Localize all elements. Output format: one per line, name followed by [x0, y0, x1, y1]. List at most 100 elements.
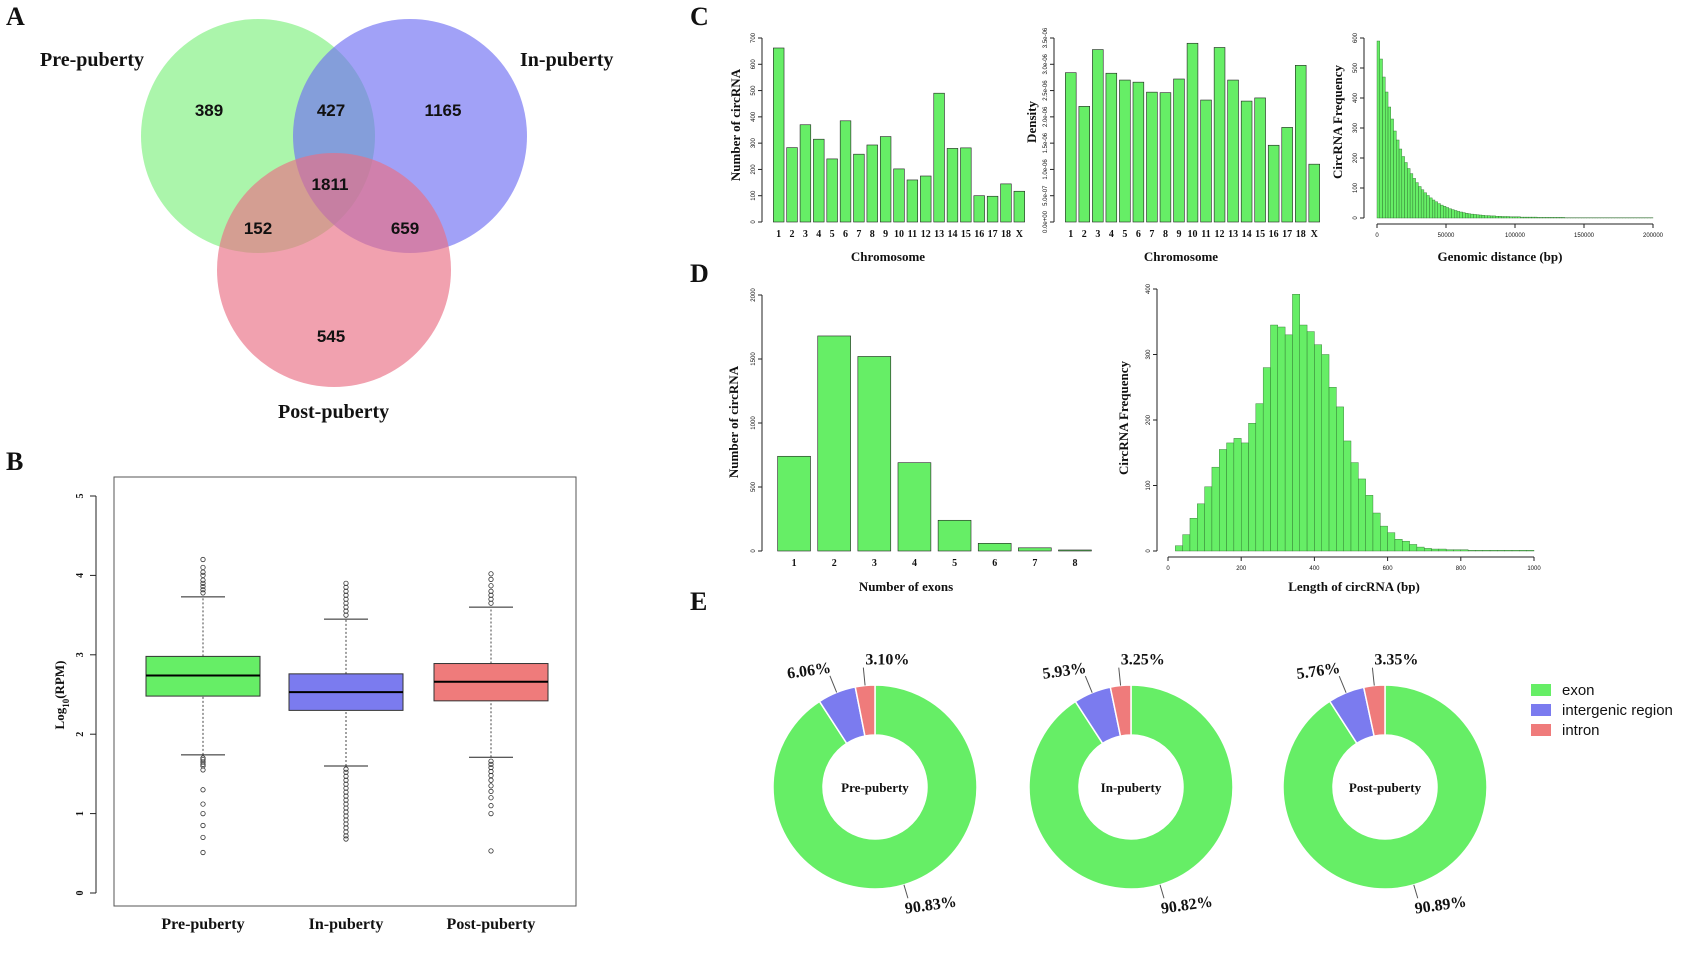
donut-charts: Pre-puberty 90.83% 6.06% 3.10% In-puberty 90.…	[772, 652, 1488, 918]
y-tick-label: 0	[751, 549, 757, 553]
boxplot-frame	[113, 476, 577, 907]
outlier-point	[343, 596, 349, 602]
outlier-point	[200, 763, 206, 769]
histogram-bin	[1528, 216, 1532, 219]
x-tick-label: 12	[921, 229, 931, 240]
y-tick-label: 2.0e-06	[1043, 106, 1049, 127]
x-tick-label: 200	[1236, 566, 1247, 572]
bar	[1173, 78, 1185, 223]
histogram-bin	[1240, 442, 1249, 552]
boxplot-boxes	[145, 556, 549, 856]
histogram-bin	[1519, 550, 1527, 552]
outlier-point	[488, 810, 494, 817]
histogram-bin	[1456, 211, 1461, 219]
bar	[786, 147, 798, 223]
label-leader-line	[1159, 884, 1165, 899]
histogram-bin	[1445, 549, 1454, 552]
histogram-bin	[1390, 118, 1394, 219]
outlier-point	[200, 822, 206, 829]
outlier-point	[200, 787, 206, 793]
venn-diagram: Pre-puberty In-puberty Post-puberty 389 …	[40, 19, 613, 423]
y-tick-label: 300	[751, 137, 757, 148]
x-tick-label: 11	[1201, 229, 1210, 240]
histogram-bin	[1385, 91, 1389, 219]
outlier-point	[200, 759, 206, 765]
outlier-point	[200, 834, 206, 841]
y-tick-label: 500	[751, 481, 757, 492]
outlier-point	[343, 809, 349, 815]
chrom-density-y-title: Density	[1024, 101, 1039, 143]
donut-pct-label-intergenic: 5.76%	[1295, 660, 1341, 683]
boxplot-x-label: In-puberty	[309, 916, 384, 933]
outlier-point	[343, 580, 349, 586]
outlier-point	[343, 825, 349, 831]
histogram-bin	[1401, 156, 1405, 219]
y-tick-label: 100	[1146, 480, 1152, 491]
y-tick-label: 5.0e-07	[1043, 185, 1049, 206]
bar	[986, 195, 999, 223]
outlier-point	[200, 755, 206, 761]
label-leader-line	[1413, 884, 1419, 899]
outlier-point	[488, 576, 494, 582]
outlier-point	[343, 592, 349, 598]
histogram-bin	[1387, 532, 1396, 552]
x-tick-label: 600	[1383, 566, 1394, 572]
histogram-bin	[1467, 550, 1476, 552]
outlier-point	[343, 608, 349, 614]
histogram-bin	[1407, 168, 1411, 219]
histogram-bin	[1459, 211, 1463, 219]
x-tick-label: 4	[912, 558, 917, 569]
x-tick-label: 15	[961, 229, 971, 240]
histogram-bin	[1561, 217, 1565, 219]
histogram-bin	[1197, 503, 1205, 552]
y-tick-label: 600	[1353, 32, 1359, 43]
y-tick-label: 0	[1146, 549, 1152, 553]
bar	[920, 175, 932, 223]
histogram-bin	[1292, 294, 1300, 552]
outlier-point	[343, 769, 349, 775]
histogram-bin	[1467, 213, 1472, 219]
bar	[973, 195, 985, 223]
x-tick-label: 9	[1176, 229, 1181, 240]
y-tick-label: 400	[1353, 92, 1359, 103]
histogram-bin	[1440, 204, 1444, 219]
histogram-bin	[1523, 216, 1527, 219]
outlier-point	[200, 556, 206, 563]
bar	[1092, 49, 1104, 223]
bar	[799, 124, 812, 223]
bar	[937, 519, 972, 552]
x-tick-label: 13	[934, 229, 944, 240]
x-tick-label: 11	[908, 229, 917, 240]
histogram-bin	[1545, 217, 1549, 219]
histogram-bin	[1453, 549, 1461, 552]
legend-label-exon: exon	[1562, 682, 1595, 699]
histogram-bin	[1248, 423, 1257, 552]
circrna-length-chart: CircRNA Frequency Length of circRNA (bp)…	[1116, 283, 1541, 594]
y-tick-label: 3.0e-06	[1043, 53, 1049, 74]
panel-label-b: B	[6, 447, 23, 476]
panel-label-a: A	[6, 2, 25, 31]
histogram-bin	[1460, 549, 1469, 552]
bar	[893, 168, 905, 223]
histogram-bin	[1343, 440, 1352, 552]
y-tick-label: 0	[751, 220, 757, 224]
venn-count-pre-in: 427	[317, 101, 345, 120]
outlier-point	[343, 612, 349, 618]
x-tick-label: 4	[816, 229, 821, 240]
histogram-bin	[1536, 217, 1541, 219]
histogram-bin	[1542, 217, 1546, 219]
histogram-bin	[1495, 215, 1499, 219]
histogram-bin	[1306, 331, 1315, 552]
histogram-bin	[1387, 106, 1392, 219]
legend-label-intergenic: intergenic region	[1562, 702, 1673, 719]
outlier-point	[488, 783, 494, 789]
y-tick-label: 300	[1146, 349, 1152, 360]
outlier-point	[200, 767, 206, 773]
x-tick-label: 3	[1095, 229, 1100, 240]
histogram-bin	[1547, 217, 1552, 219]
y-tick-label: 300	[1353, 122, 1359, 133]
histogram-bin	[1482, 550, 1491, 552]
histogram-bin	[1409, 544, 1418, 552]
x-tick-label: 5	[1122, 229, 1127, 240]
bar	[933, 92, 945, 223]
